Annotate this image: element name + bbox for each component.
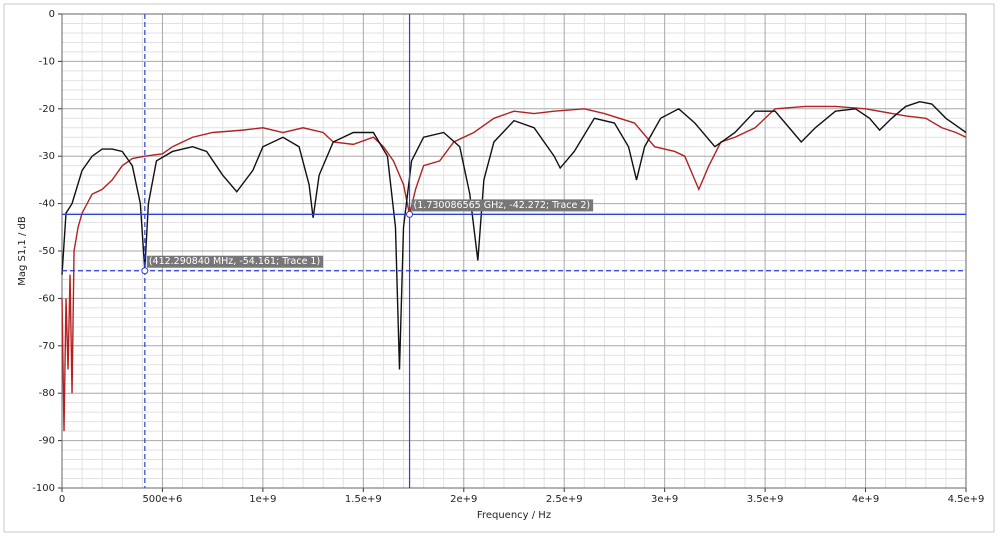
x-tick-label: 2e+9 xyxy=(450,494,477,505)
marker-point xyxy=(406,210,414,218)
y-tick-label: -20 xyxy=(39,104,55,115)
y-tick-label: -30 xyxy=(39,151,55,162)
x-tick-label: 3.5e+9 xyxy=(747,494,784,505)
x-tick-label: 500e+6 xyxy=(142,494,182,505)
plot-border xyxy=(61,13,967,489)
x-tick-label: 0 xyxy=(59,494,65,505)
marker-label-text: (1.730086565 GHz, -42.272; Trace 2) xyxy=(414,200,591,211)
y-tick-label: -10 xyxy=(39,56,55,67)
y-axis-label: Mag S1,1 / dB xyxy=(17,216,28,286)
marker-label: (412.290840 MHz, -54.161; Trace 1) xyxy=(146,255,324,268)
y-tick-label: -60 xyxy=(39,293,55,304)
marker-label-bg xyxy=(411,199,594,212)
x-tick-label: 2.5e+9 xyxy=(546,494,583,505)
y-tick-label: -70 xyxy=(39,341,55,352)
y-tick-label: -50 xyxy=(39,246,55,257)
marker-point xyxy=(141,267,149,275)
x-tick-label: 1.5e+9 xyxy=(345,494,382,505)
y-tick-label: -100 xyxy=(32,483,55,494)
series-line xyxy=(61,100,967,370)
marker-label-text: (412.290840 MHz, -54.161; Trace 1) xyxy=(149,256,320,267)
x-tick-label: 4.5e+9 xyxy=(948,494,985,505)
y-tick-label: 0 xyxy=(49,9,55,20)
x-tick-label: 3e+9 xyxy=(651,494,678,505)
marker-label-bg xyxy=(146,255,324,268)
y-tick-label: -40 xyxy=(39,199,55,210)
y-tick-label: -80 xyxy=(39,388,55,399)
marker-label: (1.730086565 GHz, -42.272; Trace 2) xyxy=(411,199,594,212)
x-tick-label: 1e+9 xyxy=(249,494,276,505)
y-tick-label: -90 xyxy=(39,436,55,447)
x-axis-label: Frequency / Hz xyxy=(477,510,551,521)
x-tick-label: 4e+9 xyxy=(852,494,879,505)
